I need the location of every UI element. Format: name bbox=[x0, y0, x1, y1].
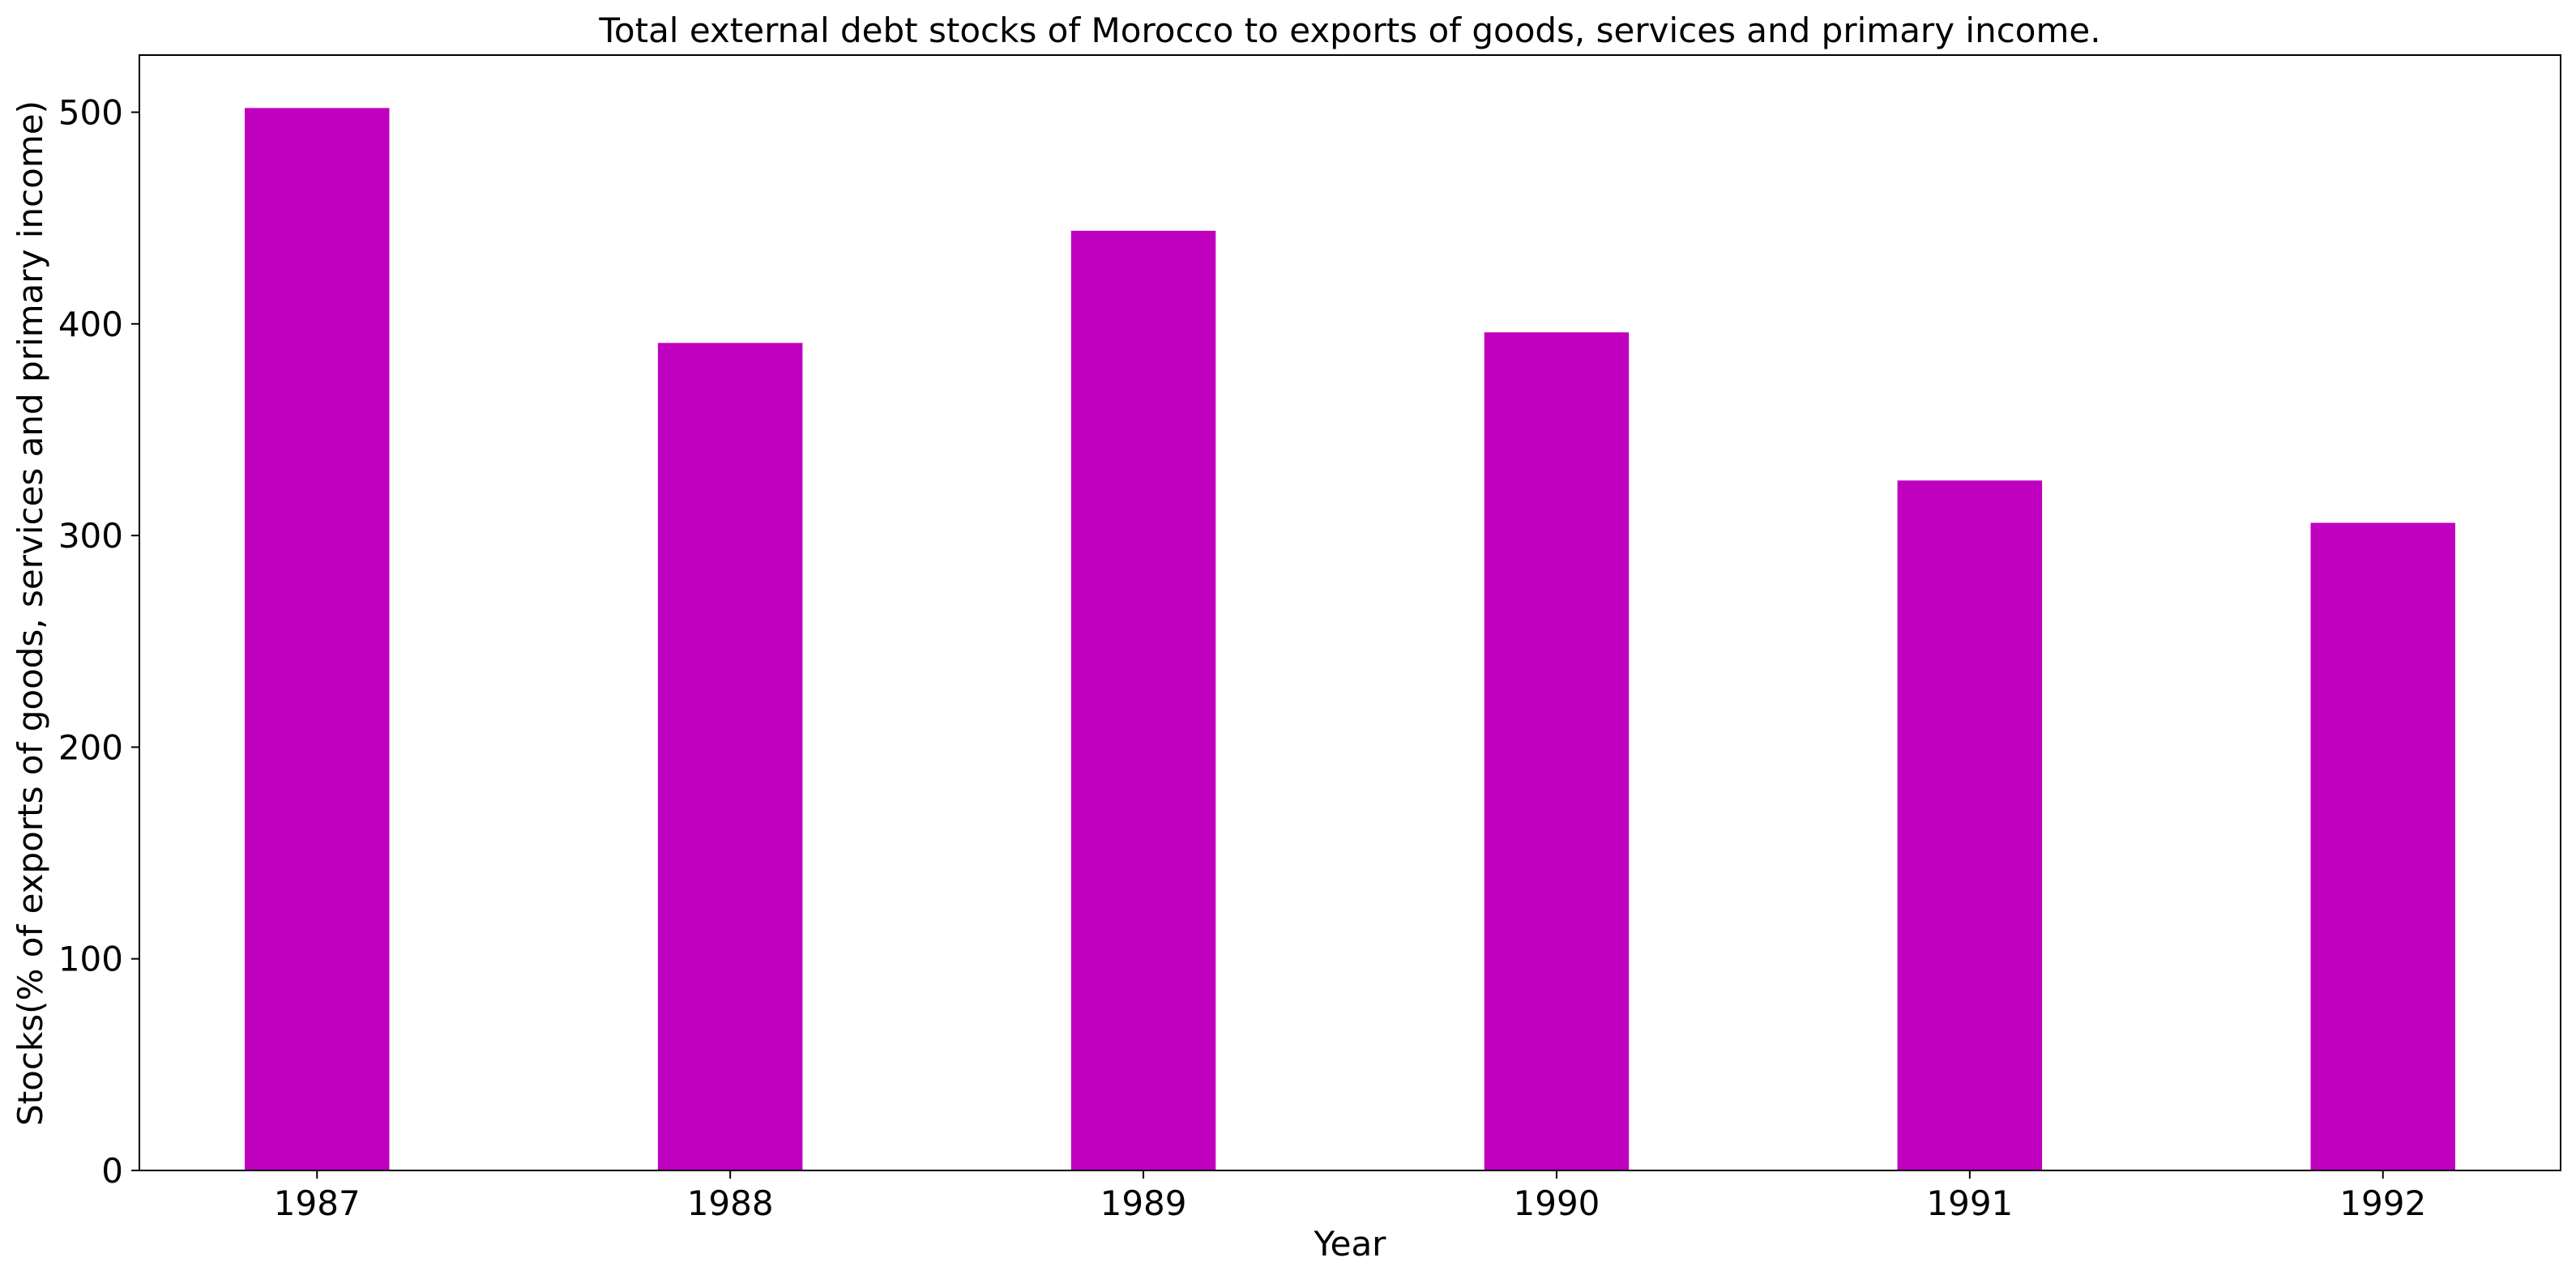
y-axis: 0 100 200 300 400 500 bbox=[58, 93, 139, 1191]
x-tick-label-1991: 1991 bbox=[1926, 1183, 2013, 1223]
bar-1987 bbox=[245, 108, 390, 1170]
chart-title: Total external debt stocks of Morocco to… bbox=[598, 11, 2100, 50]
x-tick-label-1992: 1992 bbox=[2339, 1183, 2426, 1223]
y-tick-label-0: 0 bbox=[101, 1151, 123, 1191]
x-axis: 1987 1988 1989 1990 1991 1992 bbox=[274, 1170, 2426, 1223]
x-tick-label-1990: 1990 bbox=[1514, 1183, 1600, 1223]
plot-area bbox=[139, 54, 2561, 1171]
bar-1992 bbox=[2310, 522, 2455, 1170]
bar-1989 bbox=[1070, 230, 1216, 1170]
x-tick-label-1989: 1989 bbox=[1100, 1183, 1187, 1223]
y-tick-label-100: 100 bbox=[58, 940, 123, 979]
y-axis-label: Stocks(% of exports of goods, services a… bbox=[11, 100, 50, 1126]
y-tick-label-500: 500 bbox=[58, 93, 123, 133]
bar-1990 bbox=[1484, 332, 1630, 1171]
bars bbox=[245, 108, 2455, 1171]
bar-1988 bbox=[657, 343, 803, 1170]
x-tick-label-1988: 1988 bbox=[687, 1183, 774, 1223]
bar-1991 bbox=[1897, 480, 2043, 1170]
y-tick-label-400: 400 bbox=[58, 305, 123, 344]
y-tick-label-200: 200 bbox=[58, 727, 123, 767]
x-axis-label: Year bbox=[1314, 1224, 1387, 1264]
plot-frame bbox=[139, 54, 2561, 1171]
x-tick-label-1987: 1987 bbox=[274, 1183, 361, 1223]
y-tick-label-300: 300 bbox=[58, 516, 123, 556]
